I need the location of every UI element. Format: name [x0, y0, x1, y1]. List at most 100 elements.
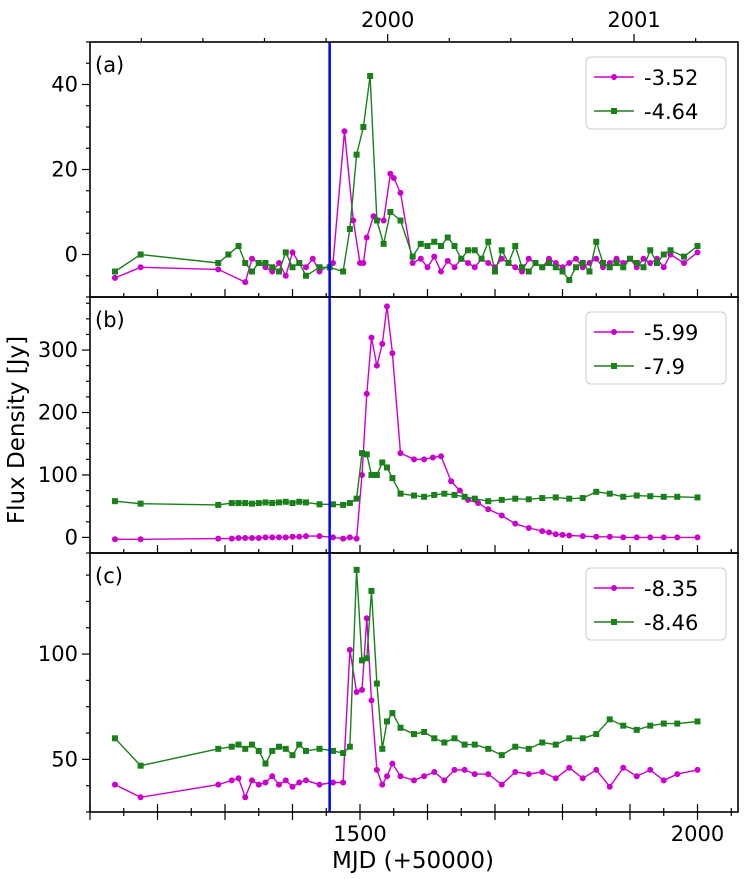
data-point: [411, 731, 417, 738]
data-point: [368, 587, 375, 594]
data-point: [660, 493, 667, 500]
data-point: [409, 260, 416, 266]
data-point: [421, 456, 428, 463]
data-point: [330, 747, 336, 754]
series-line: [114, 131, 698, 284]
data-point: [660, 720, 667, 727]
data-point: [620, 264, 627, 271]
panel-label: (b): [95, 308, 125, 332]
data-point: [340, 501, 347, 508]
data-point: [411, 456, 417, 463]
data-point: [674, 493, 681, 500]
data-point: [262, 499, 269, 506]
data-point: [694, 534, 701, 541]
data-point: [228, 500, 235, 507]
data-point: [235, 500, 242, 507]
data-point: [289, 783, 296, 790]
data-point: [340, 779, 347, 786]
data-point: [674, 720, 681, 727]
x-tick-label: 2000: [671, 822, 724, 846]
legend-marker: [611, 585, 617, 591]
data-point: [512, 743, 519, 750]
data-point: [512, 264, 519, 271]
data-point: [694, 766, 701, 773]
data-point: [512, 243, 519, 249]
data-point: [461, 741, 468, 748]
y-tick-label: 200: [38, 401, 78, 425]
data-point: [363, 390, 370, 397]
data-point: [296, 779, 303, 786]
data-point: [498, 512, 505, 519]
data-point: [539, 528, 546, 535]
data-point: [512, 768, 519, 775]
data-point: [235, 243, 242, 249]
data-point: [397, 189, 404, 196]
data-point: [282, 272, 289, 279]
data-point: [647, 493, 654, 500]
data-point: [289, 752, 296, 759]
data-point: [282, 249, 289, 256]
data-point: [579, 735, 586, 742]
data-point: [471, 771, 478, 778]
data-point: [353, 566, 360, 573]
series-green: [111, 73, 701, 283]
data-point: [694, 494, 701, 501]
data-point: [269, 773, 276, 780]
data-point: [215, 266, 222, 273]
data-point: [249, 268, 255, 275]
data-point: [441, 490, 448, 497]
y-tick-label: 0: [65, 243, 78, 267]
data-point: [387, 209, 394, 215]
data-point: [289, 500, 296, 507]
data-point: [456, 487, 463, 494]
data-point: [316, 745, 323, 752]
data-point: [471, 247, 478, 254]
data-point: [485, 771, 492, 778]
data-point: [492, 268, 498, 275]
data-point: [421, 493, 428, 500]
series-line: [114, 452, 698, 506]
data-point: [303, 533, 309, 540]
data-point: [660, 534, 667, 541]
data-point: [674, 534, 681, 541]
data-point: [461, 493, 468, 500]
data-point: [379, 781, 386, 788]
data-point: [627, 255, 633, 262]
data-point: [368, 334, 375, 341]
data-point: [384, 773, 390, 780]
data-point: [137, 762, 144, 769]
data-point: [228, 743, 235, 750]
data-point: [498, 247, 505, 254]
data-point: [340, 268, 347, 275]
data-point: [353, 151, 360, 158]
series-green: [111, 450, 701, 508]
data-point: [269, 264, 276, 271]
data-point: [255, 747, 262, 754]
data-point: [498, 496, 505, 503]
data-point: [600, 260, 606, 266]
data-point: [289, 533, 296, 540]
data-point: [249, 777, 255, 784]
data-point: [282, 534, 289, 541]
data-point: [350, 217, 357, 224]
data-point: [303, 747, 309, 754]
data-point: [681, 253, 687, 260]
data-point: [667, 247, 674, 254]
data-point: [438, 268, 444, 275]
data-point: [249, 535, 255, 542]
data-point: [431, 253, 438, 260]
data-point: [384, 464, 390, 471]
data-point: [316, 533, 323, 540]
panel-frame: [89, 552, 739, 813]
data-point: [593, 731, 600, 738]
data-point: [373, 362, 380, 369]
data-point: [647, 534, 654, 541]
data-point: [215, 501, 222, 508]
data-point: [215, 260, 222, 266]
data-point: [411, 492, 417, 499]
data-point: [654, 260, 660, 266]
data-point: [593, 255, 600, 262]
data-point: [566, 260, 573, 266]
data-point: [137, 794, 144, 801]
